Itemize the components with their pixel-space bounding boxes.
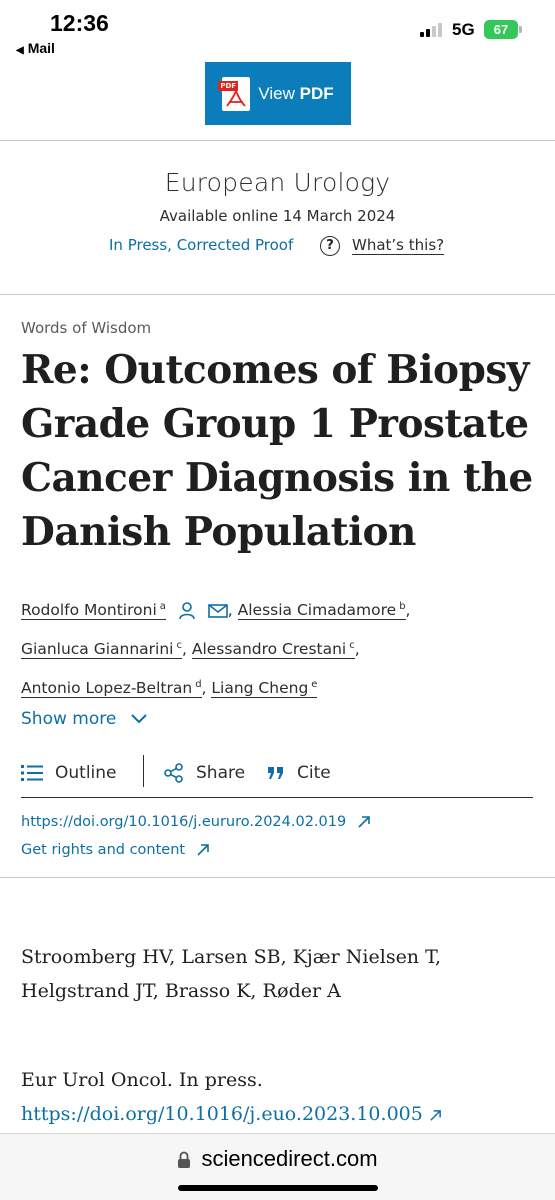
outline-label: Outline <box>55 763 117 783</box>
status-bar: 12:36 ◀ Mail 5G 67 <box>0 0 555 62</box>
article-type: Words of Wisdom <box>21 319 152 337</box>
journal-name[interactable]: European Urology <box>164 168 391 197</box>
back-to-app-link[interactable]: ◀ Mail <box>16 40 55 56</box>
divider <box>0 294 555 295</box>
external-link-icon <box>358 816 370 828</box>
list-icon <box>21 765 43 781</box>
author-link[interactable]: Liang Cheng e <box>211 679 318 699</box>
view-pdf-button[interactable]: PDF View PDF <box>205 62 351 125</box>
doi-link[interactable]: https://doi.org/10.1016/j.eururo.2024.02… <box>21 814 371 830</box>
email-icon[interactable] <box>207 603 228 619</box>
reference-doi-link[interactable]: https://doi.org/10.1016/j.euo.2023.10.00… <box>21 1097 442 1131</box>
article-title: Re: Outcomes of Biopsy Grade Group 1 Pro… <box>21 347 533 555</box>
show-more-button[interactable]: Show more <box>21 709 148 729</box>
divider <box>0 877 555 878</box>
share-button[interactable]: Share <box>164 755 245 791</box>
cite-button[interactable]: Cite <box>267 755 331 791</box>
clock: 12:36 <box>50 10 109 36</box>
back-arrow-icon: ◀ <box>16 45 24 56</box>
url-text: sciencedirect.com <box>201 1146 378 1171</box>
divider <box>143 755 144 787</box>
reference-authors: Stroomberg HV, Larsen SB, Kjær Nielsen T… <box>21 946 442 1002</box>
network-type: 5G <box>452 20 475 39</box>
author-link[interactable]: Gianluca Giannarini c <box>21 640 182 660</box>
external-link-icon <box>430 1109 441 1121</box>
chevron-down-icon <box>131 714 147 724</box>
outline-button[interactable]: Outline <box>21 755 117 791</box>
in-press-link[interactable]: In Press, Corrected Proof <box>109 236 294 254</box>
home-indicator[interactable] <box>178 1185 378 1191</box>
pdf-file-icon: PDF <box>218 76 251 111</box>
view-pdf-label: View PDF <box>258 83 334 103</box>
reference-journal: Eur Urol Oncol. In press. <box>21 1069 263 1091</box>
question-icon[interactable]: ? <box>320 236 340 256</box>
author-link[interactable]: Alessia Cimadamore b <box>237 601 406 621</box>
article-status-row: In Press, Corrected Proof ? What’s this? <box>0 236 555 258</box>
divider <box>21 797 533 798</box>
back-app-label: Mail <box>27 40 55 56</box>
author-link[interactable]: Rodolfo Montironi a <box>21 601 166 621</box>
show-more-label: Show more <box>21 709 117 729</box>
article-actions: Outline Share Cite <box>21 755 541 791</box>
share-label: Share <box>196 763 246 783</box>
whats-this-link[interactable]: What’s this? <box>352 236 445 255</box>
author-link[interactable]: Antonio Lopez-Beltran d <box>21 679 202 699</box>
author-link[interactable]: Alessandro Crestani c <box>191 640 355 660</box>
external-link-icon <box>197 844 209 856</box>
battery-icon: 67 <box>484 20 518 39</box>
url-field[interactable]: sciencedirect.com <box>0 1146 555 1172</box>
cellular-signal-icon <box>420 23 444 37</box>
pdf-icon-tag: PDF <box>218 80 239 91</box>
lock-icon <box>178 1151 191 1168</box>
cite-label: Cite <box>297 763 331 783</box>
rights-link[interactable]: Get rights and content <box>21 842 210 858</box>
divider <box>0 140 555 141</box>
share-icon <box>164 763 183 783</box>
author-list: Rodolfo Montironi a , Alessia Cimadamore b… <box>21 601 411 699</box>
quote-icon <box>268 767 283 779</box>
available-online-date: Available online 14 March 2024 <box>159 207 396 225</box>
battery-tip <box>519 26 522 33</box>
person-icon[interactable] <box>177 601 197 621</box>
